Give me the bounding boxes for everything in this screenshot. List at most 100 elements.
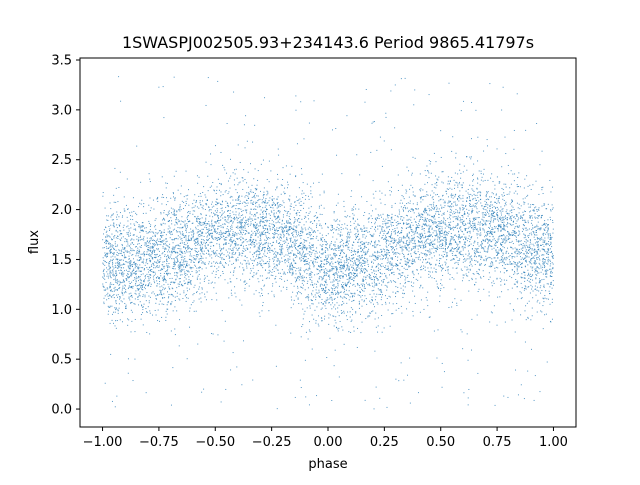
- data-point: [156, 253, 158, 255]
- data-point: [519, 261, 521, 263]
- data-point: [246, 267, 248, 269]
- data-point: [467, 404, 469, 406]
- data-point: [524, 197, 526, 199]
- data-point: [369, 255, 371, 257]
- data-point: [466, 275, 468, 277]
- data-point: [446, 252, 448, 254]
- data-point: [429, 219, 431, 221]
- data-point: [170, 250, 172, 252]
- data-point: [166, 313, 168, 315]
- data-point: [154, 254, 156, 256]
- data-point: [491, 228, 493, 230]
- data-point: [204, 263, 206, 265]
- data-point: [362, 236, 364, 238]
- data-point: [221, 248, 223, 250]
- data-point: [358, 300, 360, 302]
- data-point: [490, 221, 492, 223]
- data-point: [529, 239, 531, 241]
- data-point: [434, 271, 436, 273]
- data-point: [371, 296, 373, 298]
- data-point: [372, 236, 374, 238]
- data-point: [517, 240, 519, 242]
- data-point: [354, 227, 356, 229]
- data-point: [408, 241, 410, 243]
- data-point: [287, 220, 289, 222]
- data-point: [141, 289, 143, 291]
- data-point: [364, 272, 366, 274]
- data-point: [199, 229, 201, 231]
- data-point: [123, 273, 125, 275]
- data-point: [492, 193, 494, 195]
- data-point: [390, 234, 392, 236]
- data-point: [512, 269, 513, 271]
- data-point: [166, 273, 168, 275]
- data-point: [275, 365, 277, 367]
- data-point: [552, 284, 554, 286]
- data-point: [249, 247, 251, 249]
- data-point: [295, 231, 297, 233]
- data-point: [452, 258, 454, 260]
- data-point: [301, 280, 303, 282]
- data-point: [514, 263, 516, 265]
- data-point: [534, 268, 536, 270]
- data-point: [144, 264, 146, 266]
- data-point: [192, 222, 194, 224]
- data-point: [360, 296, 362, 298]
- data-point: [109, 251, 111, 253]
- data-point: [190, 268, 192, 270]
- data-point: [318, 270, 320, 272]
- data-point: [185, 238, 187, 240]
- data-point: [497, 214, 499, 216]
- data-point: [334, 248, 336, 250]
- data-point: [116, 264, 118, 266]
- data-point: [188, 232, 190, 234]
- data-point: [336, 266, 338, 268]
- data-point: [152, 240, 154, 242]
- data-point: [175, 170, 177, 172]
- data-point: [498, 197, 500, 199]
- data-point: [425, 259, 427, 261]
- data-point: [205, 257, 207, 259]
- data-point: [155, 232, 157, 234]
- data-point: [477, 372, 479, 374]
- data-point: [253, 293, 255, 295]
- data-point: [412, 238, 414, 240]
- data-point: [447, 226, 449, 228]
- data-point: [225, 220, 227, 222]
- data-point: [200, 222, 202, 224]
- data-point: [272, 201, 274, 203]
- data-point: [152, 258, 154, 260]
- data-point: [443, 254, 445, 256]
- data-point: [113, 290, 115, 292]
- data-point: [361, 265, 363, 267]
- data-point: [261, 231, 263, 233]
- data-point: [489, 205, 491, 207]
- data-point: [109, 252, 111, 254]
- data-point: [251, 234, 253, 236]
- data-point: [516, 273, 518, 275]
- data-point: [312, 235, 314, 237]
- data-point: [422, 228, 424, 230]
- data-point: [483, 260, 485, 262]
- data-point: [298, 303, 300, 305]
- data-point: [219, 232, 221, 234]
- data-point: [527, 317, 529, 319]
- data-point: [105, 288, 107, 290]
- data-point: [513, 180, 515, 182]
- data-point: [239, 202, 241, 204]
- data-point: [520, 215, 522, 217]
- data-point: [156, 266, 158, 268]
- data-point: [309, 246, 311, 248]
- data-point: [115, 272, 117, 274]
- data-point: [263, 233, 265, 235]
- data-point: [136, 287, 138, 289]
- data-point: [167, 213, 169, 215]
- data-point: [437, 241, 439, 243]
- data-point: [256, 272, 258, 274]
- data-point: [349, 236, 351, 238]
- data-point: [105, 231, 107, 233]
- data-point: [310, 253, 312, 255]
- data-point: [535, 277, 537, 279]
- data-point: [459, 197, 461, 199]
- data-point: [337, 311, 339, 313]
